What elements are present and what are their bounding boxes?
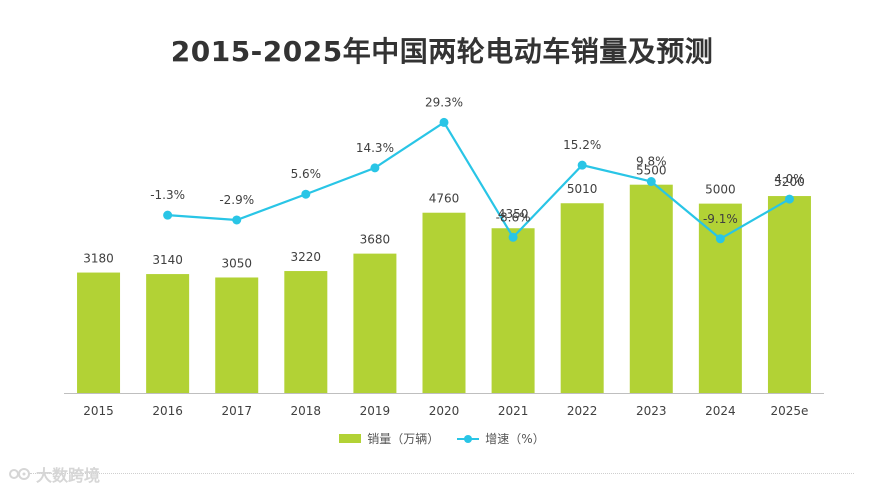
growth-point-2025e <box>784 194 794 204</box>
chart-title: 2015-2025年中国两轮电动车销量及预测 <box>170 35 714 68</box>
bar-value-label-2022: 5010 <box>567 182 598 196</box>
watermark-text: 大数跨境 <box>36 466 101 485</box>
bar-2020 <box>422 212 466 393</box>
bars-layer <box>77 184 811 393</box>
x-tick-label-2015: 2015 <box>83 404 114 418</box>
growth-line-layer <box>167 120 791 241</box>
legend-label-growth: 增速（%） <box>485 432 545 446</box>
growth-value-label-2017: -2.9% <box>219 193 254 207</box>
bar-value-label-2025e: 5200 <box>774 175 805 189</box>
growth-point-2018 <box>301 189 311 199</box>
x-tick-label-2025e: 2025e <box>770 404 808 418</box>
growth-value-label-2018: 5.6% <box>291 167 322 181</box>
footer-divider <box>30 473 854 474</box>
bar-2025e <box>767 196 811 393</box>
bar-2021 <box>491 228 535 393</box>
bar-value-label-2021: 4350 <box>498 207 529 221</box>
growth-value-label-2021: -8.6% <box>496 210 531 224</box>
bar-value-label-2018: 3220 <box>291 250 322 264</box>
bar-value-label-2020: 4760 <box>429 192 460 206</box>
x-tick-label-2021: 2021 <box>498 404 529 418</box>
x-tick-label-2020: 2020 <box>429 404 460 418</box>
growth-point-2017 <box>232 215 242 225</box>
watermark-logo-icon <box>9 468 30 480</box>
growth-point-2022 <box>577 160 587 170</box>
x-tick-label-2016: 2016 <box>152 404 183 418</box>
growth-point-2016 <box>163 210 173 220</box>
bar-2019 <box>353 253 397 393</box>
x-tick-label-2022: 2022 <box>567 404 598 418</box>
bar-2023 <box>629 184 673 393</box>
x-tick-label-2017: 2017 <box>221 404 252 418</box>
legend-bar-swatch <box>339 434 362 443</box>
x-tick-label-2018: 2018 <box>291 404 322 418</box>
growth-value-label-2020: 29.3% <box>425 95 463 109</box>
bar-value-label-2017: 3050 <box>221 256 252 270</box>
bar-2017 <box>215 277 259 393</box>
growth-point-2020 <box>439 117 449 127</box>
x-tick-label-2024: 2024 <box>705 404 736 418</box>
watermark: 大数跨境 <box>8 462 100 486</box>
x-axis: 2015 2016 2017 2018 2019 2020 2021 2022 2023 2024… <box>64 393 824 418</box>
labels-layer: 3180 3140 -1.3% 3050 -2.9% 3220 5.6% 3680 14.3% 4… <box>83 95 804 270</box>
growth-value-label-2024: -9.1% <box>703 212 738 226</box>
bar-value-label-2024: 5000 <box>705 183 736 197</box>
growth-value-label-2016: -1.3% <box>150 188 185 202</box>
legend-line-swatch <box>457 434 480 443</box>
bar-value-label-2015: 3180 <box>83 252 114 266</box>
legend-item-growth: 增速（%） <box>457 430 545 447</box>
bar-2015 <box>77 272 121 393</box>
bar-2022 <box>560 203 604 393</box>
x-tick-label-2019: 2019 <box>360 404 391 418</box>
growth-point-2024 <box>715 234 725 244</box>
bar-2024 <box>698 203 742 393</box>
growth-line <box>167 120 791 241</box>
growth-value-label-2023: 9.8% <box>636 155 667 169</box>
growth-point-2019 <box>370 163 380 173</box>
growth-value-label-2025e: 4.0% <box>774 172 805 186</box>
bar-2016 <box>146 274 190 393</box>
growth-point-2023 <box>646 177 656 187</box>
growth-point-2021 <box>508 232 518 242</box>
growth-value-label-2022: 15.2% <box>563 138 601 152</box>
bar-2018 <box>284 271 328 393</box>
bar-value-label-2019: 3680 <box>360 233 391 247</box>
bar-value-label-2023: 5500 <box>636 164 667 178</box>
bar-value-label-2016: 3140 <box>152 253 183 267</box>
legend-label-sales: 销量（万辆） <box>367 432 440 446</box>
growth-value-label-2019: 14.3% <box>356 141 394 155</box>
legend-item-sales: 销量（万辆） <box>339 430 439 447</box>
x-tick-label-2023: 2023 <box>636 404 667 418</box>
chart-legend: 销量（万辆） 增速（%） <box>0 430 884 447</box>
